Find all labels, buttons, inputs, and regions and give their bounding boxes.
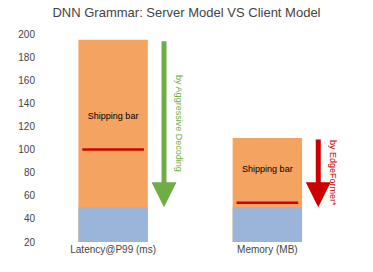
svg-text:80: 80	[24, 167, 36, 178]
svg-text:by EdgeFormer*: by EdgeFormer*	[328, 140, 338, 206]
svg-text:180: 180	[18, 52, 35, 63]
svg-text:Memory (MB): Memory (MB)	[237, 244, 298, 255]
svg-text:DNN Grammar: Server Model VS C: DNN Grammar: Server Model VS Client Mode…	[52, 5, 320, 20]
svg-text:60: 60	[24, 190, 36, 201]
svg-text:40: 40	[24, 213, 36, 224]
svg-text:Latency@P99 (ms): Latency@P99 (ms)	[70, 244, 156, 255]
svg-text:Shipping bar: Shipping bar	[242, 164, 293, 174]
svg-text:140: 140	[18, 98, 35, 109]
svg-text:100: 100	[18, 144, 35, 155]
svg-text:Shipping bar: Shipping bar	[88, 111, 139, 121]
svg-text:by Aggressive Decoding: by Aggressive Decoding	[174, 75, 184, 172]
svg-text:200: 200	[18, 29, 35, 40]
svg-text:20: 20	[24, 237, 36, 248]
svg-text:160: 160	[18, 75, 35, 86]
svg-text:120: 120	[18, 121, 35, 132]
